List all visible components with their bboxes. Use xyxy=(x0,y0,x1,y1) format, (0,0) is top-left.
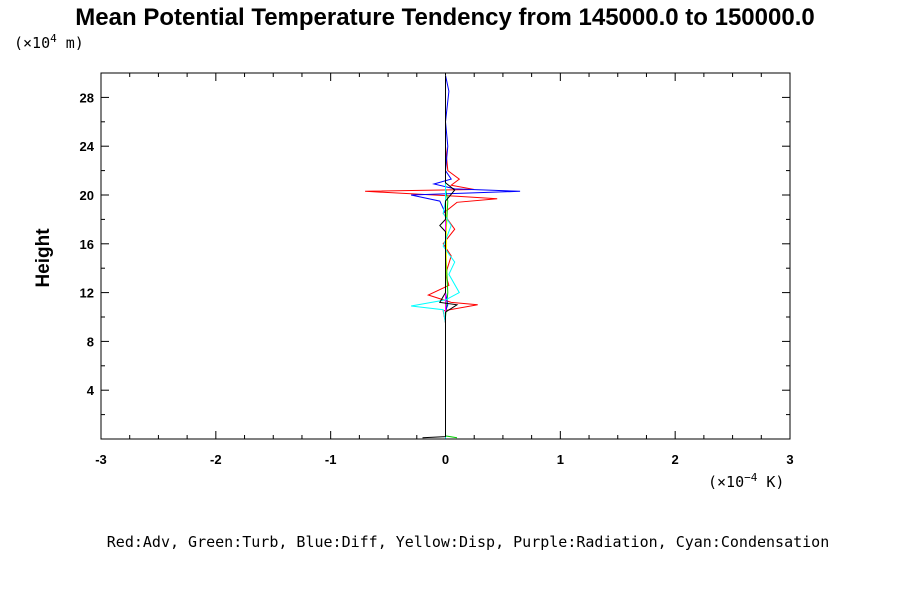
x-unit-prefix: (×10 xyxy=(708,473,744,491)
y-tick-label: 28 xyxy=(80,90,94,105)
series-line-condensation xyxy=(411,75,460,439)
y-tick-label: 24 xyxy=(80,139,95,154)
chart-title: Mean Potential Temperature Tendency from… xyxy=(75,4,814,31)
x-tick-label: 3 xyxy=(786,452,793,467)
x-tick-label: 0 xyxy=(442,452,449,467)
y-axis-label: Height xyxy=(33,228,54,288)
x-tick-label: 1 xyxy=(557,452,564,467)
x-unit-label: (×10−4 K) xyxy=(708,471,784,491)
x-tick-label: -2 xyxy=(210,452,222,467)
x-tick-label: -1 xyxy=(325,452,337,467)
y-tick-label: 20 xyxy=(80,188,94,203)
y-unit-exp: 4 xyxy=(50,32,57,45)
x-unit-suffix: K) xyxy=(757,473,784,491)
x-tick-label: 2 xyxy=(672,452,679,467)
x-unit-exp: −4 xyxy=(744,471,758,484)
y-tick-label: 16 xyxy=(80,237,94,252)
y-unit-prefix: (×10 xyxy=(14,34,50,52)
y-tick-label: 8 xyxy=(87,334,94,349)
x-tick-label: -3 xyxy=(95,452,107,467)
y-tick-label: 12 xyxy=(80,286,94,301)
legend-text: Red:Adv, Green:Turb, Blue:Diff, Yellow:D… xyxy=(107,533,829,551)
plot-frame xyxy=(100,72,791,440)
series-line-diff xyxy=(410,75,521,439)
y-tick-label: 4 xyxy=(87,383,95,398)
series-line-other xyxy=(422,75,459,439)
y-unit-suffix: m) xyxy=(57,34,84,52)
y-unit-label: (×104 m) xyxy=(14,32,84,52)
series-line-adv xyxy=(365,75,498,439)
series-group xyxy=(365,75,521,439)
